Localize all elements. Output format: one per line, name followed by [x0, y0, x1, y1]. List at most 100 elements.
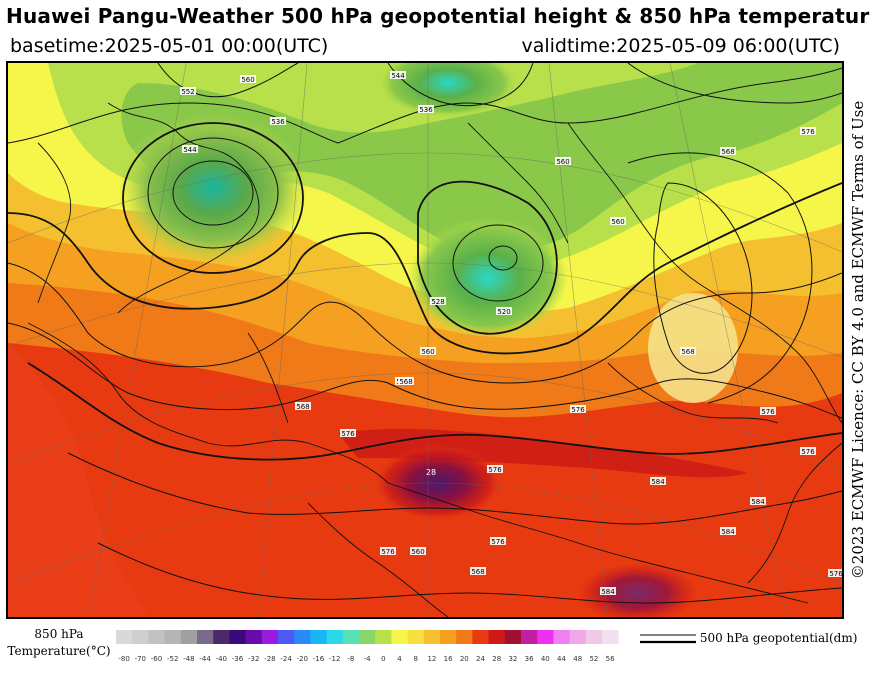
contour-label-bg [420, 347, 436, 355]
contour-label-bg [340, 429, 356, 437]
colorbar-tick-label: -60 [151, 655, 162, 663]
hot-band-central [338, 428, 748, 478]
contour-label: 576 [761, 408, 775, 416]
colorbar-swatch [440, 630, 457, 644]
license-text-container: ©2023 ECMWF Licence: CC BY 4.0 and ECMWF… [848, 61, 868, 619]
temperature-band-west [8, 343, 148, 617]
colorbar-swatch [521, 630, 538, 644]
colorbar-tick-label: -44 [199, 655, 211, 663]
contour-label: 536 [271, 118, 285, 126]
contour-label-bg [295, 402, 311, 410]
contour-label-bg [720, 527, 736, 535]
contour-label-bg [760, 407, 776, 415]
colorbar-tick-label: -48 [183, 655, 194, 663]
contour-label: 568 [471, 568, 484, 576]
contour-label-bg [180, 87, 196, 95]
cold-low-west [118, 113, 308, 263]
contour-label-bg [555, 157, 571, 165]
colorbar-tick-label: -4 [364, 655, 372, 663]
colorbar-swatch [342, 630, 360, 644]
contour-label-bg [800, 127, 816, 135]
temperature-band-green [121, 63, 842, 254]
geopotential-contours [8, 63, 842, 604]
contour-label-bg [270, 117, 286, 125]
contour-label-bg [240, 75, 256, 83]
colorbar-swatch [164, 630, 182, 644]
colorbar-swatch [391, 630, 408, 644]
contour-label-bg [487, 465, 503, 473]
colorbar-swatch [278, 630, 295, 644]
colorbar-swatch [245, 630, 263, 644]
weather-map[interactable]: 5605525445365285205605605685765605525445… [6, 61, 844, 619]
colorbar-swatch [197, 630, 214, 644]
coastlines [27, 102, 842, 617]
colorbar-tick-label: 52 [589, 655, 598, 663]
license-text: ©2023 ECMWF Licence: CC BY 4.0 and ECMWF… [849, 100, 867, 580]
colorbar-tick-label: 40 [541, 655, 550, 663]
colorbar-tick-label: -70 [135, 655, 146, 663]
contour-label-bg [750, 497, 766, 505]
contour-label-bg [720, 147, 736, 155]
contour-label-bg [410, 547, 426, 555]
colorbar-swatch [423, 630, 441, 644]
colorbar-tick-label: -80 [118, 655, 129, 663]
colorbar-tick-label: 56 [606, 655, 615, 663]
contour-labels: 5605525445365285205605605685765605525445… [180, 71, 842, 596]
colorbar-tick-label: -16 [313, 655, 325, 663]
colorbar-swatch [261, 630, 279, 644]
contour-label-bg [600, 587, 616, 595]
contour-label-bg [610, 217, 626, 225]
colorbar-swatch [359, 630, 376, 644]
contour-label: 576 [801, 128, 815, 136]
colorbar-swatch [132, 630, 149, 644]
contour-label: 576 [571, 406, 585, 414]
colorbar-tick-label: 12 [427, 655, 436, 663]
colorbar-tick-label: -32 [248, 655, 259, 663]
contour-label: 584 [601, 588, 615, 596]
contour-label-bg [570, 405, 586, 413]
colorbar-swatch [585, 630, 603, 644]
heat-core-south [578, 563, 698, 617]
contour-label: 544 [391, 72, 405, 80]
contour-label: 576 [381, 548, 395, 556]
contour-label: 560 [241, 76, 254, 84]
contour-label-bg [418, 105, 434, 113]
colorbar-swatch [294, 630, 311, 644]
temperature-legend-line2: Temperature(°C) [7, 644, 111, 658]
colorbar-swatch [310, 630, 327, 644]
contour-label: 552 [181, 88, 194, 96]
colorbar-swatch [569, 630, 587, 644]
validtime-label: validtime:2025-05-09 06:00(UTC) [521, 35, 840, 57]
colorbar-tick-label: -52 [167, 655, 178, 663]
colorbar-swatch [602, 630, 619, 644]
contour-label: 568 [681, 348, 694, 356]
contour-label-bg [390, 71, 406, 79]
contour-label-bg [380, 547, 396, 555]
contour-label: 576 [341, 430, 355, 438]
colorbar-tick-label: 28 [492, 655, 501, 663]
basetime-label: basetime:2025-05-01 00:00(UTC) [10, 35, 329, 57]
colorbar-tick-label: 16 [444, 655, 453, 663]
contour-label: 568 [399, 378, 412, 386]
contour-label: 568 [296, 403, 309, 411]
contour-label: 584 [721, 528, 735, 536]
contour-label: 544 [183, 146, 197, 154]
contour-label: 584 [651, 478, 665, 486]
contour-label: 568 [721, 148, 734, 156]
colorbar-swatch [488, 630, 506, 644]
colorbar-swatch [472, 630, 489, 644]
colorbar-swatch [116, 630, 133, 644]
contour-label-bg [182, 145, 198, 153]
contour-label: 576 [801, 448, 815, 456]
temperature-band-red [8, 343, 842, 617]
contour-label: 560 [611, 218, 624, 226]
contour-label-bg [680, 347, 696, 355]
colorbar-swatch [504, 630, 522, 644]
geopotential-legend-lines [640, 634, 696, 643]
colorbar-tick-label: -24 [280, 655, 292, 663]
colorbar-tick-label: -40 [216, 655, 227, 663]
temperature-legend-label: 850 hPa Temperature(°C) [4, 626, 114, 660]
colorbar-tick-label: -36 [232, 655, 244, 663]
colorbar-swatch [456, 630, 473, 644]
contour-label-bg [470, 567, 486, 575]
